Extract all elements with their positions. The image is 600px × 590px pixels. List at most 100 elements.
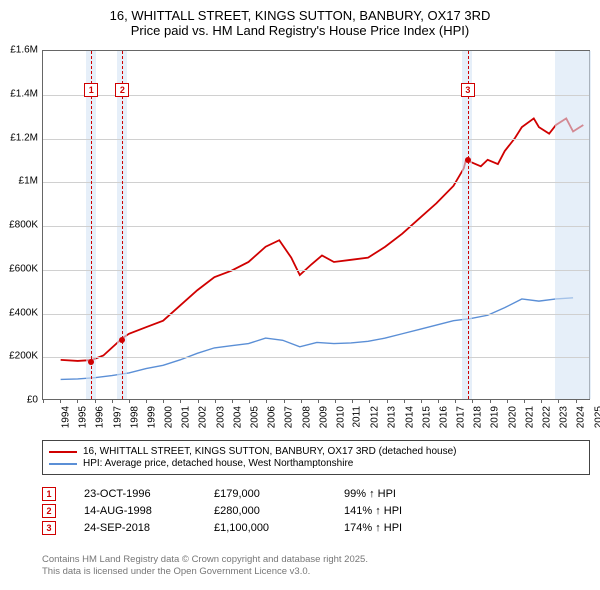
sales-price: £1,100,000 — [214, 522, 344, 534]
x-tick-label: 2009 — [318, 406, 329, 428]
x-tick-label: 2005 — [249, 406, 260, 428]
x-tick-label: 2010 — [335, 406, 346, 428]
gridline — [43, 182, 589, 183]
sales-price: £280,000 — [214, 505, 344, 517]
x-tick — [180, 399, 181, 403]
x-tick-label: 2015 — [421, 406, 432, 428]
x-tick-label: 2006 — [266, 406, 277, 428]
marker-box: 3 — [461, 83, 475, 97]
x-tick — [335, 399, 336, 403]
marker-vline — [122, 51, 123, 399]
x-tick-label: 2001 — [181, 406, 192, 428]
y-tick-label: £1.2M — [0, 132, 38, 143]
x-tick — [77, 399, 78, 403]
x-tick — [163, 399, 164, 403]
x-tick-label: 2014 — [404, 406, 415, 428]
y-tick-label: £800K — [0, 220, 38, 231]
x-tick — [576, 399, 577, 403]
y-tick-label: £200K — [0, 351, 38, 362]
x-tick-label: 1994 — [60, 406, 71, 428]
y-tick-label: £1.6M — [0, 45, 38, 56]
series-line-subject — [61, 118, 584, 361]
x-tick — [438, 399, 439, 403]
x-tick-label: 2023 — [558, 406, 569, 428]
x-tick-label: 2020 — [507, 406, 518, 428]
sales-marker: 2 — [42, 504, 56, 518]
gridline — [43, 357, 589, 358]
x-tick — [60, 399, 61, 403]
chart-plot-area: 123 — [42, 50, 590, 400]
legend-label: HPI: Average price, detached house, West… — [83, 458, 353, 469]
title-line-1: 16, WHITTALL STREET, KINGS SUTTON, BANBU… — [10, 8, 590, 23]
x-tick-label: 1999 — [146, 406, 157, 428]
title-line-2: Price paid vs. HM Land Registry's House … — [10, 23, 590, 38]
x-tick — [95, 399, 96, 403]
x-tick — [129, 399, 130, 403]
legend-swatch — [49, 463, 77, 465]
sales-pct: 174% ↑ HPI — [344, 522, 454, 534]
x-tick-label: 2003 — [215, 406, 226, 428]
x-tick-label: 2022 — [541, 406, 552, 428]
marker-dot — [119, 337, 125, 343]
x-tick — [112, 399, 113, 403]
x-tick-label: 2016 — [438, 406, 449, 428]
x-tick — [249, 399, 250, 403]
x-tick — [352, 399, 353, 403]
x-tick — [215, 399, 216, 403]
x-tick — [266, 399, 267, 403]
x-tick-label: 2024 — [576, 406, 587, 428]
sales-pct: 141% ↑ HPI — [344, 505, 454, 517]
x-tick — [541, 399, 542, 403]
gridline — [43, 226, 589, 227]
legend-box: 16, WHITTALL STREET, KINGS SUTTON, BANBU… — [42, 440, 590, 475]
y-tick-label: £1M — [0, 176, 38, 187]
x-tick-label: 1997 — [112, 406, 123, 428]
x-tick-label: 2012 — [369, 406, 380, 428]
marker-vline — [91, 51, 92, 399]
x-tick — [558, 399, 559, 403]
x-tick-label: 1995 — [77, 406, 88, 428]
x-tick — [284, 399, 285, 403]
legend-row: HPI: Average price, detached house, West… — [49, 458, 583, 469]
footer-text: Contains HM Land Registry data © Crown c… — [42, 554, 590, 579]
x-tick — [421, 399, 422, 403]
x-tick — [43, 399, 44, 403]
x-tick — [404, 399, 405, 403]
sales-price: £179,000 — [214, 488, 344, 500]
gridline — [43, 270, 589, 271]
x-tick-label: 2013 — [387, 406, 398, 428]
x-tick — [455, 399, 456, 403]
x-tick — [369, 399, 370, 403]
x-tick — [490, 399, 491, 403]
x-tick-label: 2019 — [490, 406, 501, 428]
x-tick-label: 2021 — [524, 406, 535, 428]
x-tick-label: 2025 — [593, 406, 600, 428]
gridline — [43, 139, 589, 140]
legend-swatch — [49, 451, 77, 453]
gridline — [43, 314, 589, 315]
footer-line-2: This data is licensed under the Open Gov… — [42, 566, 590, 578]
figure-container: 16, WHITTALL STREET, KINGS SUTTON, BANBU… — [0, 0, 600, 590]
sales-row: 3 24-SEP-2018£1,100,000174% ↑ HPI — [42, 521, 590, 535]
sales-marker: 3 — [42, 521, 56, 535]
x-tick-label: 2018 — [473, 406, 484, 428]
series-line-hpi — [61, 298, 573, 380]
sales-table: 123-OCT-1996£179,00099% ↑ HPI214-AUG-199… — [42, 484, 590, 538]
marker-box: 2 — [115, 83, 129, 97]
x-tick — [232, 399, 233, 403]
x-tick — [507, 399, 508, 403]
marker-dot — [88, 359, 94, 365]
y-tick-label: £0 — [0, 395, 38, 406]
sales-date: 14-AUG-1998 — [84, 505, 214, 517]
x-tick-label: 1996 — [95, 406, 106, 428]
y-tick-label: £600K — [0, 263, 38, 274]
footer-line-1: Contains HM Land Registry data © Crown c… — [42, 554, 590, 566]
title-block: 16, WHITTALL STREET, KINGS SUTTON, BANBU… — [0, 0, 600, 42]
y-tick-label: £400K — [0, 307, 38, 318]
sales-date: 24-SEP-2018 — [84, 522, 214, 534]
y-tick-label: £1.4M — [0, 88, 38, 99]
marker-dot — [465, 157, 471, 163]
x-tick — [387, 399, 388, 403]
x-tick-label: 2002 — [198, 406, 209, 428]
sales-row: 2 14-AUG-1998£280,000141% ↑ HPI — [42, 504, 590, 518]
